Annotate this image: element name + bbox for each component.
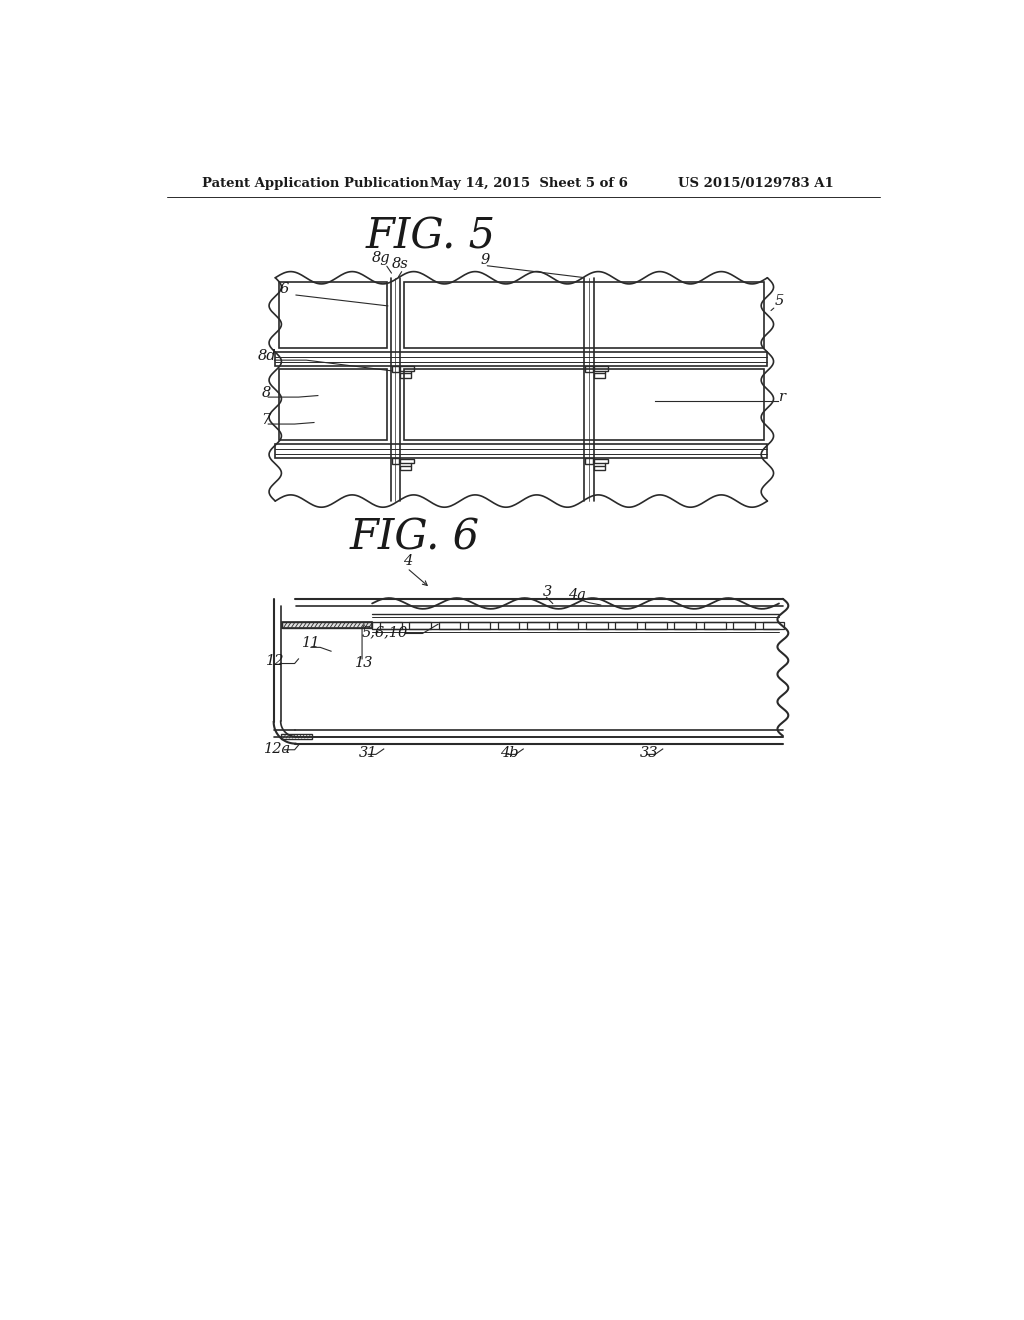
Text: 11: 11 <box>302 636 321 651</box>
Bar <box>410 622 431 628</box>
Bar <box>283 622 372 628</box>
Text: 4a: 4a <box>568 587 586 602</box>
Bar <box>391 366 399 372</box>
Text: US 2015/0129783 A1: US 2015/0129783 A1 <box>678 177 834 190</box>
Bar <box>400 459 414 463</box>
Bar <box>380 622 401 628</box>
Text: 8d: 8d <box>258 350 276 363</box>
Bar <box>763 622 784 628</box>
Bar <box>400 374 411 378</box>
Text: 4b: 4b <box>500 747 518 760</box>
Bar <box>280 370 387 441</box>
Text: 8: 8 <box>261 387 270 400</box>
Bar <box>645 622 667 628</box>
Text: FIG. 5: FIG. 5 <box>366 216 496 257</box>
Bar <box>283 622 372 628</box>
Text: r: r <box>779 389 786 404</box>
Bar <box>400 367 414 371</box>
Bar <box>275 444 767 458</box>
Text: 9: 9 <box>480 253 489 267</box>
Bar <box>586 366 593 372</box>
Bar <box>594 459 607 463</box>
Bar <box>400 466 411 470</box>
Text: 33: 33 <box>640 747 658 760</box>
Text: 7: 7 <box>261 413 270 428</box>
Text: 31: 31 <box>359 747 378 760</box>
Text: 3: 3 <box>543 585 552 599</box>
Text: 6: 6 <box>280 282 289 296</box>
Text: FIG. 6: FIG. 6 <box>349 516 480 558</box>
Text: Patent Application Publication: Patent Application Publication <box>202 177 428 190</box>
Bar <box>498 622 519 628</box>
Bar <box>468 622 489 628</box>
Bar <box>586 622 607 628</box>
Bar <box>438 622 461 628</box>
Text: 8s: 8s <box>391 256 409 271</box>
Bar <box>594 367 607 371</box>
Text: 8g: 8g <box>372 251 391 265</box>
Bar <box>403 281 764 348</box>
Text: 4: 4 <box>403 554 413 568</box>
Bar <box>557 622 579 628</box>
Text: 13: 13 <box>355 656 374 669</box>
Text: 5: 5 <box>775 294 784 308</box>
Bar <box>280 281 387 348</box>
Text: 5,6,10: 5,6,10 <box>362 624 409 639</box>
Text: May 14, 2015  Sheet 5 of 6: May 14, 2015 Sheet 5 of 6 <box>430 177 628 190</box>
Bar <box>586 458 593 465</box>
Bar <box>594 374 604 378</box>
Bar <box>275 351 767 366</box>
Bar <box>282 734 312 739</box>
Text: 12a: 12a <box>263 742 291 756</box>
Bar <box>594 466 604 470</box>
Bar <box>615 622 637 628</box>
Bar <box>675 622 696 628</box>
Text: 12: 12 <box>266 655 285 668</box>
Bar <box>391 458 399 465</box>
Bar <box>703 622 726 628</box>
Bar <box>733 622 755 628</box>
Bar <box>527 622 549 628</box>
Bar <box>403 370 764 441</box>
